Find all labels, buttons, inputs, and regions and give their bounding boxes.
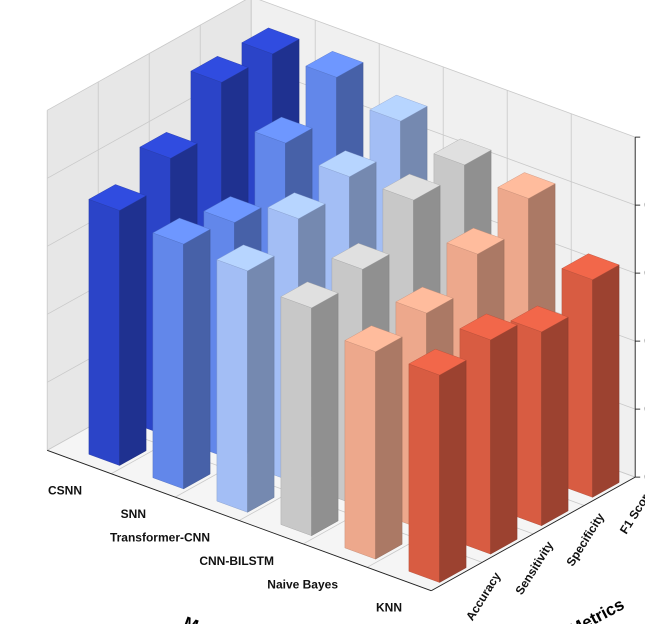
bar-top-face [446, 227, 505, 255]
bar-top-face [203, 196, 262, 223]
model-tick-label: CNN-BILSTM [199, 554, 274, 568]
z-axis-ticks: 0.000.200.400.600.801.00 [635, 130, 645, 484]
bar-top-face [459, 313, 518, 341]
axis-line [47, 449, 432, 592]
bar-top-face [331, 243, 390, 270]
bar-top-face [88, 184, 147, 211]
bar-top-face [408, 348, 467, 376]
model-tick-label: Transformer-CNN [110, 531, 210, 545]
bar-top-face [139, 132, 198, 159]
bar-front-face [408, 363, 440, 583]
axis-line [430, 476, 636, 592]
bar-top-face [254, 116, 313, 144]
metric-tick-label: F1 Score [617, 486, 645, 537]
bar-transformer-cnn-accuracy [216, 244, 275, 513]
bar-side-face [439, 359, 467, 583]
bar-top-face [152, 217, 211, 245]
bar-front-face [152, 232, 184, 490]
bar-front-face [88, 199, 120, 466]
bar-side-face [592, 264, 620, 498]
bar-csnn-accuracy [88, 184, 147, 466]
bar-top-face [433, 138, 492, 166]
bar-side-face [375, 336, 403, 560]
bar-cnn-bilstm-accuracy [280, 281, 339, 537]
bar-top-face [561, 253, 620, 280]
bar-side-face [247, 255, 275, 513]
model-tick-label: SNN [121, 507, 146, 521]
bar-side-face [311, 292, 339, 537]
bar-top-face [305, 51, 364, 78]
bar-top-face [241, 27, 300, 55]
bar-front-face [280, 296, 312, 536]
bar-top-face [267, 192, 326, 219]
bar-top-face [510, 305, 569, 333]
bar-top-face [497, 172, 556, 199]
metric-tick-label: Accuracy [463, 570, 504, 624]
bar-front-face [344, 340, 376, 560]
bar-top-face [280, 281, 339, 309]
bar-side-face [490, 324, 518, 555]
bar-top-face [382, 173, 441, 201]
bar-side-face [183, 228, 211, 490]
bar-snn-accuracy [152, 217, 211, 490]
bar-knn-sensitivity [459, 313, 518, 555]
bar-knn-specificity [510, 305, 569, 527]
bar-side-face [119, 195, 147, 466]
bar-naive-bayes-accuracy [344, 325, 403, 560]
metric-tick-label: Sensitivity [512, 539, 556, 598]
bar-top-face [318, 150, 377, 177]
model-tick-labels: CSNN SNN Transformer-CNN CNN-BILSTM Naive Ba… [48, 484, 402, 615]
bar-knn-accuracy [408, 348, 467, 583]
bar-top-face [216, 244, 275, 272]
bar-side-face [541, 316, 569, 527]
y-axis-title: Metrics [566, 595, 627, 624]
metric-tick-label: Specificity [563, 510, 607, 569]
model-tick-label: KNN [376, 601, 402, 615]
bar-knn-f1-score [561, 253, 620, 498]
bar-top-face [395, 286, 454, 314]
bars [88, 27, 620, 583]
x-axis-title: Models [181, 613, 243, 624]
bar-top-face [369, 94, 428, 122]
model-tick-label: Naive Bayes [267, 577, 338, 591]
bar-front-face [216, 259, 248, 513]
bar-top-face [190, 56, 249, 83]
model-tick-label: CSNN [48, 484, 82, 498]
bar-top-face [344, 325, 403, 352]
